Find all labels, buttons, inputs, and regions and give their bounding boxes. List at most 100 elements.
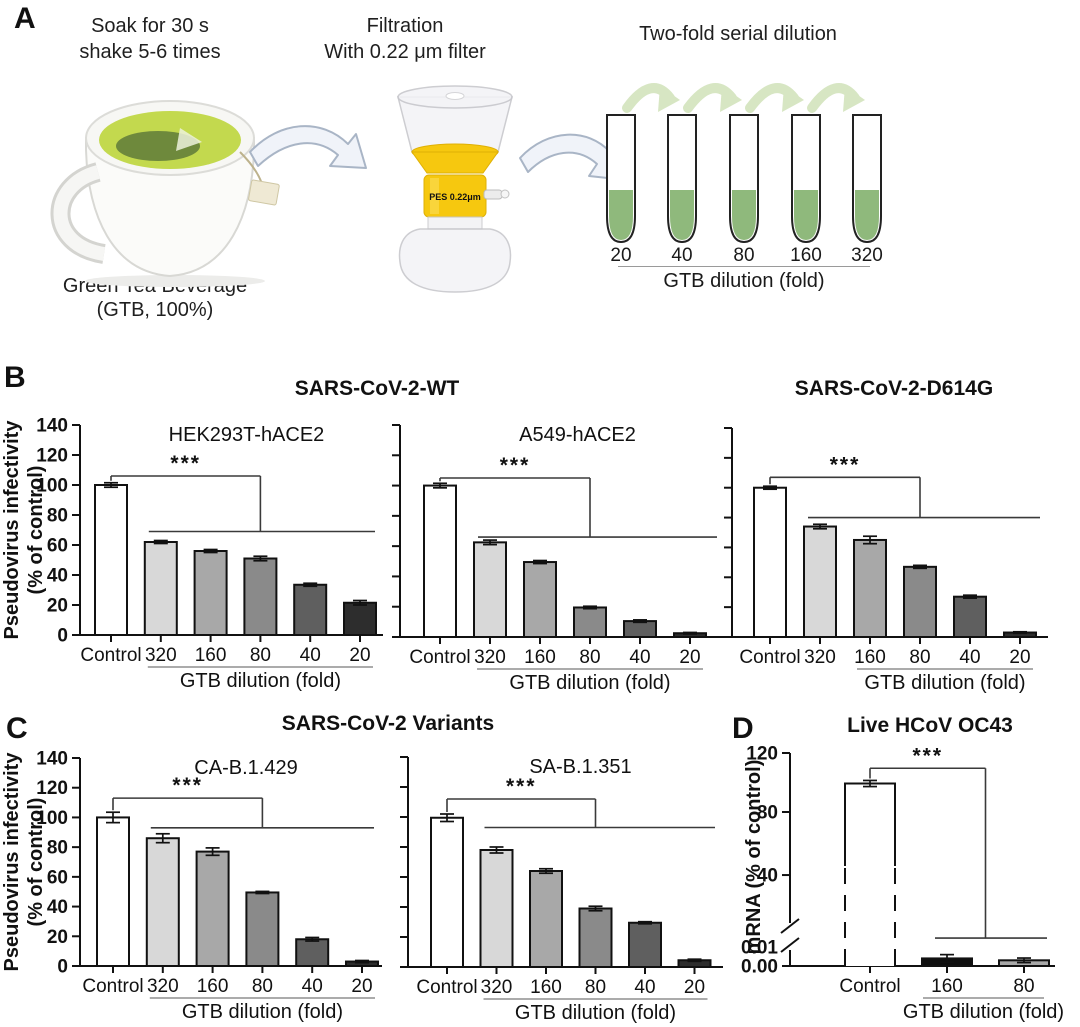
chart-b_hek: 0 20 40 60 80 100 120 140 Control 320 160 80 40 20 GTB…: [36, 416, 383, 692]
step2-caption: Filtration With 0.22 μm filter: [295, 13, 515, 65]
bar-40: [628, 921, 662, 968]
bar-320: [473, 541, 507, 638]
x-category-label: Control: [409, 647, 470, 668]
transfer-arc-head-icon: [843, 86, 865, 112]
bar-Control: [423, 484, 457, 639]
chart-b_a549: Control 320 160 80 40 20 GTB dilution (fold) A5…: [392, 424, 725, 694]
gtb-dilution-label: GTB dilution (fold): [864, 672, 1025, 694]
y-tick-label: 20: [47, 927, 68, 948]
significance-stars: ***: [172, 774, 203, 797]
chart-subtitle: HEK293T-hACE2: [169, 424, 325, 446]
x-category-label: 20: [684, 977, 705, 998]
x-category-label: 80: [250, 645, 271, 666]
y-tick-label: 140: [36, 749, 68, 770]
dilution-axis-label: GTB dilution (fold): [663, 270, 825, 292]
step1-line2: shake 5-6 times: [79, 41, 221, 63]
gtb-dilution-label: GTB dilution (fold): [180, 670, 341, 692]
x-category-label: 160: [524, 647, 556, 668]
bar-160: [853, 538, 887, 639]
x-category-label: 80: [585, 977, 606, 998]
gtb-dilution-label: GTB dilution (fold): [515, 1002, 676, 1024]
step2-line1: Filtration: [366, 15, 444, 37]
significance-stars: ***: [912, 744, 943, 767]
x-category-label: 320: [481, 977, 513, 998]
y-tick-label: 40: [47, 566, 68, 587]
bar-80: [245, 891, 280, 968]
x-category-label: 40: [634, 977, 655, 998]
y-tick-label: 100: [36, 476, 68, 497]
step3-caption: Two-fold serial dilution: [639, 23, 837, 45]
filter-membrane-label: PES 0.22μm: [429, 192, 481, 202]
y-tick-label: 80: [757, 803, 778, 824]
x-category-label: 320: [474, 647, 506, 668]
x-category-label: 20: [1009, 647, 1030, 668]
x-category-label: Control: [839, 976, 900, 997]
step2-line2: With 0.22 μm filter: [324, 41, 486, 63]
transfer-arc-head-icon: [720, 86, 742, 112]
y-tick-label: 0: [57, 957, 68, 978]
gtb-dilution-label: GTB dilution (fold): [509, 672, 670, 694]
dilution-axis-line: [618, 266, 870, 267]
x-category-label: 80: [1013, 976, 1034, 997]
x-category-label: Control: [80, 645, 141, 666]
x-category-label: 160: [197, 976, 229, 997]
x-category-label: Control: [82, 976, 143, 997]
x-category-label: 320: [145, 645, 177, 666]
chart-subtitle: CA-B.1.429: [194, 757, 297, 779]
x-category-label: 160: [854, 647, 886, 668]
y-tick-label: 60: [47, 867, 68, 888]
bar-80: [573, 606, 607, 639]
x-category-label: 20: [351, 976, 372, 997]
y-tick-label: 60: [47, 536, 68, 557]
serial-dilution-tubes: [606, 83, 882, 243]
significance-stars: ***: [830, 453, 861, 476]
chart-c_sa: Control 320 160 80 40 20 GTB dilution (fold) SA…: [400, 756, 723, 1024]
x-category-label: 160: [931, 976, 963, 997]
bar-320: [145, 837, 180, 968]
x-category-label: 40: [300, 645, 321, 666]
bar-Control: [753, 486, 787, 639]
step1-caption: Soak for 30 s shake 5-6 times: [40, 13, 260, 65]
bar-40: [623, 620, 657, 638]
tube-label-40: 40: [671, 245, 693, 266]
x-category-label: 20: [349, 645, 370, 666]
x-category-label: 160: [530, 977, 562, 998]
x-category-label: 80: [252, 976, 273, 997]
bar-40: [953, 595, 987, 639]
bar-320: [479, 849, 514, 968]
y-tick-label: 40: [47, 897, 68, 918]
tube-label-80: 80: [733, 245, 755, 266]
tube-label-160: 160: [790, 245, 822, 266]
bar-160: [529, 870, 563, 968]
significance-stars: ***: [506, 775, 537, 798]
bar-Control: [94, 484, 128, 636]
filter-illustration: PES 0.22μm: [397, 85, 513, 293]
panel-b-label: B: [4, 361, 26, 394]
chart-subtitle: A549-hACE2: [519, 424, 636, 446]
x-category-label: 80: [909, 647, 930, 668]
panel-d-label: D: [732, 712, 754, 745]
x-category-label: 40: [302, 976, 323, 997]
bar-320: [803, 525, 837, 638]
transfer-arc-head-icon: [658, 86, 680, 112]
chart-subtitle: SA-B.1.351: [529, 756, 631, 778]
x-category-label: 20: [679, 647, 700, 668]
y-tick-label: 100: [36, 808, 68, 829]
panel-c-label: C: [6, 712, 28, 745]
y-tick-label: 40: [757, 866, 778, 887]
panel-b-title-wt: SARS-CoV-2-WT: [294, 377, 460, 400]
panel-d-title: Live HCoV OC43: [847, 714, 1013, 737]
bar-320: [143, 541, 178, 636]
y-tick-label: 0.00: [741, 957, 778, 978]
x-category-label: 40: [629, 647, 650, 668]
tube-label-320: 320: [851, 245, 883, 266]
panel-b-title-d614g: SARS-CoV-2-D614G: [794, 377, 994, 400]
bar-80: [578, 907, 613, 968]
bar-20: [343, 601, 377, 636]
transfer-arc-head-icon: [782, 86, 804, 112]
x-category-label: 160: [195, 645, 227, 666]
gtb-dilution-label: GTB dilution (fold): [903, 1001, 1064, 1023]
x-category-label: 320: [147, 976, 179, 997]
